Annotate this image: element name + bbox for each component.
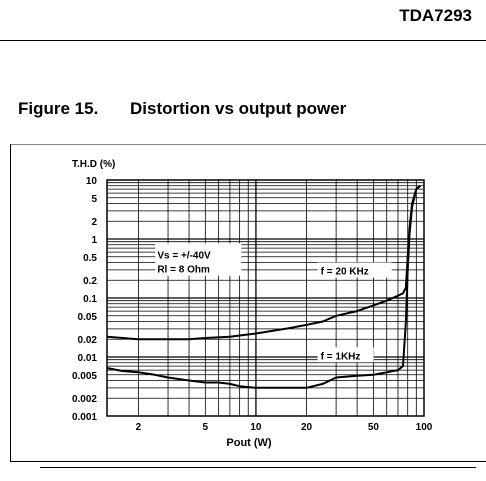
annotation-1khz: f = 1KHz [321, 351, 361, 362]
y-tick-label: 10 [86, 176, 98, 187]
y-tick-label: 0.1 [83, 294, 97, 305]
y-tick-label: 0.05 [78, 312, 98, 323]
x-tick-label: 20 [301, 422, 313, 433]
y-axis-label: T.H.D (%) [72, 159, 115, 170]
y-tick-label: 1 [91, 235, 97, 246]
annotation-20khz: f = 20 KHz [321, 267, 369, 278]
figure-number: Figure 15. [18, 99, 99, 118]
x-tick-label: 10 [250, 422, 262, 433]
tick-labels: 0.001 0.002 0.005 0.01 0.02 0.05 0.1 0.2 0.5 1 2 5 1… [72, 176, 433, 433]
figure-frame-top [10, 144, 486, 145]
x-tick-label: 50 [368, 422, 380, 433]
y-tick-label: 2 [91, 217, 97, 228]
header-divider [0, 40, 486, 41]
y-tick-label: 5 [91, 194, 97, 205]
y-tick-label: 0.5 [83, 253, 97, 264]
x-tick-label: 5 [203, 422, 209, 433]
y-tick-label: 0.005 [72, 371, 97, 382]
y-tick-label: 0.02 [78, 335, 98, 346]
y-tick-label: 0.2 [83, 276, 97, 287]
annotation-box-1khz [317, 347, 374, 363]
data-series [106, 184, 421, 389]
annotations: Vs = +/-40V Rl = 8 Ohm f = 20 KHz f = 1KHz [155, 243, 392, 363]
annotation-box-20khz [317, 262, 392, 278]
y-tick-label: 0.001 [72, 412, 97, 423]
figure-frame-bottom [10, 461, 486, 462]
figure-caption: Figure 15. Distortion vs output power [18, 99, 346, 119]
page-footer-rule [40, 467, 476, 468]
y-tick-label: 0.01 [78, 353, 98, 364]
y-tick-label: 0.002 [72, 394, 97, 405]
figure-frame-left [10, 144, 11, 461]
annotation-rl: Rl = 8 Ohm [157, 265, 210, 276]
figure-title: Distortion vs output power [130, 99, 347, 118]
grid [106, 179, 425, 417]
document-part-number: TDA7293 [399, 6, 472, 25]
annotation-box-conditions [155, 243, 242, 276]
series-line-1khz [106, 184, 421, 389]
x-axis-label: Pout (W) [226, 437, 272, 449]
x-tick-label: 100 [416, 422, 433, 433]
annotation-vs: Vs = +/-40V [157, 250, 211, 261]
x-tick-label: 2 [136, 422, 142, 433]
